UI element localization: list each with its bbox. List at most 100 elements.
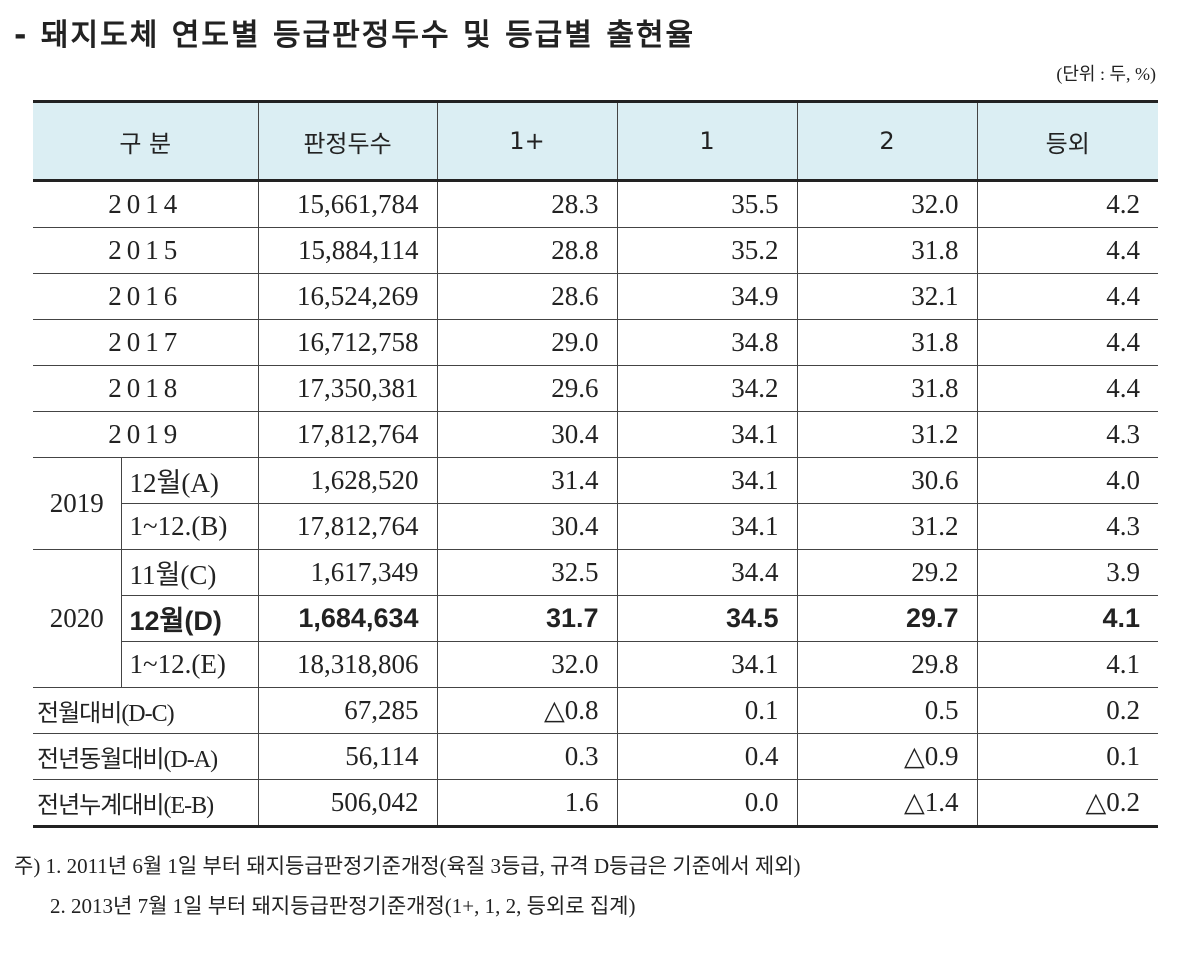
value-cell: 29.7	[796, 595, 978, 642]
month-row: 1~12.(E) 18,318,806 32.0 34.1 29.8 4.1	[33, 641, 1158, 688]
row-label: 1~12.(E)	[121, 641, 259, 688]
row-label: 전월대비(D-C)	[33, 687, 259, 734]
row-label: 12월(A)	[120, 457, 259, 504]
value-cell: △1.4	[796, 779, 978, 827]
notes: 주) 1. 2011년 6월 1일 부터 돼지등급판정기준개정(육질 3등급, …	[14, 846, 801, 926]
value-cell: 32.0	[436, 641, 618, 688]
value-cell: 34.1	[616, 411, 798, 458]
value-cell: 30.4	[436, 503, 618, 550]
value-cell: 4.2	[976, 180, 1158, 228]
value-cell: 28.6	[436, 273, 618, 320]
value-cell: 31.4	[436, 457, 618, 504]
value-cell: 34.2	[616, 365, 798, 412]
value-cell: 16,524,269	[257, 273, 438, 320]
value-cell: 30.4	[436, 411, 618, 458]
value-cell: 31.8	[796, 365, 978, 412]
value-cell: 31.8	[796, 227, 978, 274]
row-label: 2014	[33, 180, 259, 228]
value-cell: 4.4	[976, 273, 1158, 320]
header-cell: 등외	[976, 101, 1158, 181]
value-cell: 0.2	[976, 687, 1158, 734]
row-label: 1~12.(B)	[121, 503, 259, 550]
header-row: 구 분 판정두수 1+ 1 2 등외	[33, 101, 1158, 181]
value-cell: 0.4	[616, 733, 798, 780]
value-cell: 29.8	[796, 641, 978, 688]
month-row: 2019 12월(A) 1,628,520 31.4 34.1 30.6 4.0	[33, 457, 1158, 550]
value-cell: 17,812,764	[257, 411, 438, 458]
row-label: 전년누계대비(E-B)	[33, 779, 259, 827]
unit: (단위 : 두, %)	[1056, 64, 1156, 84]
value-cell: 1,628,520	[257, 457, 438, 504]
value-cell: 4.1	[976, 595, 1158, 642]
grade-table: 구 분 판정두수 1+ 1 2 등외 2014 15,661,784 28.3 35.5 32.0…	[33, 100, 1158, 828]
header-cell: 1+	[436, 101, 618, 181]
value-cell: 32.5	[436, 549, 618, 596]
value-cell: 0.1	[976, 733, 1158, 780]
header-cell: 2	[796, 101, 978, 181]
value-cell: 34.1	[616, 457, 798, 504]
value-cell: △0.8	[436, 687, 618, 734]
value-cell: 29.2	[796, 549, 978, 596]
row-label: 11월(C)	[120, 549, 259, 596]
row-label: 2016	[33, 273, 259, 320]
value-cell: 16,712,758	[257, 319, 438, 366]
value-cell: 1,617,349	[257, 549, 438, 596]
value-cell: 4.0	[976, 457, 1158, 504]
value-cell: 34.4	[616, 549, 798, 596]
value-cell: 506,042	[257, 779, 438, 827]
row-label: 2015	[33, 227, 259, 274]
value-cell: 0.1	[616, 687, 798, 734]
value-cell: 1,684,634	[257, 595, 438, 642]
value-cell: 4.3	[976, 503, 1158, 550]
row-label: 2019	[33, 411, 259, 458]
value-cell: 32.0	[796, 180, 978, 228]
value-cell: 34.9	[616, 273, 798, 320]
diff-row: 전월대비(D-C) 67,285 △0.8 0.1 0.5 0.2	[33, 687, 1158, 734]
value-cell: 31.7	[436, 595, 618, 642]
value-cell: △0.9	[796, 733, 978, 780]
value-cell: 18,318,806	[257, 641, 438, 688]
row-label: 2017	[33, 319, 259, 366]
month-row: 12월(D) 1,684,634 31.7 34.5 29.7 4.1	[33, 595, 1158, 642]
group-label: 2019	[33, 457, 122, 550]
value-cell: 4.4	[976, 319, 1158, 366]
note: 2. 2013년 7월 1일 부터 돼지등급판정기준개정(1+, 1, 2, 등…	[50, 894, 636, 918]
value-cell: 67,285	[257, 687, 438, 734]
note: 주) 1. 2011년 6월 1일 부터 돼지등급판정기준개정(육질 3등급, …	[14, 854, 801, 878]
value-cell: 17,812,764	[257, 503, 438, 550]
value-cell: 4.3	[976, 411, 1158, 458]
value-cell: 35.2	[616, 227, 798, 274]
value-cell: 29.6	[436, 365, 618, 412]
year-row: 2016 16,524,269 28.6 34.9 32.1 4.4	[33, 273, 1158, 320]
group-label: 2020	[33, 549, 122, 688]
year-row: 2014 15,661,784 28.3 35.5 32.0 4.2	[33, 180, 1158, 228]
value-cell: 4.4	[976, 227, 1158, 274]
value-cell: 34.8	[616, 319, 798, 366]
value-cell: 28.8	[436, 227, 618, 274]
value-cell: 32.1	[796, 273, 978, 320]
year-row: 2017 16,712,758 29.0 34.8 31.8 4.4	[33, 319, 1158, 366]
row-label: 2018	[33, 365, 259, 412]
value-cell: 30.6	[796, 457, 978, 504]
table-header: 구 분 판정두수 1+ 1 2 등외	[33, 101, 1158, 181]
value-cell: 4.4	[976, 365, 1158, 412]
value-cell: 0.0	[616, 779, 798, 827]
value-cell: 34.5	[616, 595, 798, 642]
month-row: 2020 11월(C) 1,617,349 32.5 34.4 29.2 3.9	[33, 549, 1158, 688]
value-cell: 56,114	[257, 733, 438, 780]
value-cell: 15,661,784	[257, 180, 438, 228]
header-cell: 구 분	[33, 101, 259, 181]
diff-row: 전년동월대비(D-A) 56,114 0.3 0.4 △0.9 0.1	[33, 733, 1158, 780]
value-cell: 15,884,114	[257, 227, 438, 274]
table-body: 2014 15,661,784 28.3 35.5 32.0 4.2 2015 15,884,…	[33, 180, 1158, 827]
row-label: 12월(D)	[121, 595, 259, 642]
value-cell: 17,350,381	[257, 365, 438, 412]
value-cell: 35.5	[616, 180, 798, 228]
value-cell: 29.0	[436, 319, 618, 366]
year-row: 2019 17,812,764 30.4 34.1 31.2 4.3	[33, 411, 1158, 458]
row-label: 전년동월대비(D-A)	[33, 733, 259, 780]
header-cell: 판정두수	[257, 101, 438, 181]
title: - 돼지도체 연도별 등급판정두수 및 등급별 출현율	[14, 18, 696, 53]
value-cell: 1.6	[436, 779, 618, 827]
